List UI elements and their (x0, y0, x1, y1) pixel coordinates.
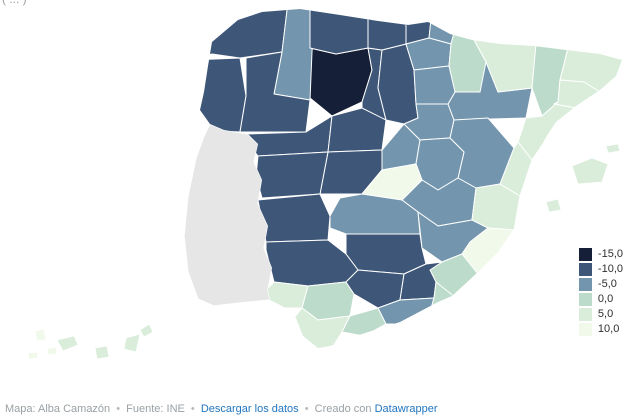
legend-swatch (578, 263, 592, 276)
legend-item: 5,0 (578, 308, 623, 321)
province-caceres[interactable] (257, 193, 331, 243)
province-a-coruna[interactable] (190, 2, 289, 61)
legend-swatch (578, 248, 592, 261)
province-la-rioja[interactable] (413, 65, 456, 105)
download-data-link[interactable]: Descargar los datos (200, 403, 299, 415)
province-cantabria[interactable] (367, 6, 411, 51)
provinces-layer (188, 2, 622, 348)
legend-item: 0,0 (578, 293, 623, 306)
legend-label: 10,0 (597, 323, 620, 335)
province-valladolid[interactable] (327, 107, 387, 153)
legend-label: 5,0 (597, 308, 614, 320)
legend-item: -15,0 (578, 248, 623, 261)
province-el-hierro[interactable] (27, 351, 39, 360)
province-la-gomera[interactable] (46, 346, 58, 356)
separator-dot: • (190, 403, 195, 415)
province-ciudad-real[interactable] (345, 233, 427, 275)
datawrapper-link[interactable]: Datawrapper (374, 403, 438, 415)
legend-label: -10,0 (597, 263, 623, 275)
legend-label: 0,0 (597, 293, 614, 305)
province-madrid[interactable] (361, 163, 423, 201)
legend-label: -5,0 (597, 278, 617, 290)
legend-swatch (578, 308, 592, 321)
province-lanzarote[interactable] (139, 323, 154, 338)
province-menorca[interactable] (605, 143, 621, 154)
separator-dot: • (116, 403, 121, 415)
province-ourense[interactable] (239, 51, 311, 133)
source-credit-text: Fuente: INE (126, 403, 185, 415)
province-ibiza[interactable] (545, 198, 562, 213)
islands-layer (27, 143, 621, 360)
legend-item: 10,0 (578, 323, 623, 336)
map-legend: -15,0 -10,0 -5,0 0,0 5,0 10,0 (578, 248, 623, 338)
province-mallorca[interactable] (571, 157, 609, 185)
province-gran-canaria[interactable] (94, 345, 110, 360)
legend-swatch (578, 323, 592, 336)
province-la-palma[interactable] (34, 328, 47, 342)
province-huelva[interactable] (265, 281, 309, 309)
province-navarra[interactable] (448, 17, 487, 93)
attribution-footer: Mapa: Alba Camazón • Fuente: INE • Desca… (5, 403, 438, 415)
legend-label: -15,0 (597, 248, 623, 260)
province-badajoz[interactable] (265, 239, 359, 287)
clipped-title-text: ( ... ) (2, 0, 27, 6)
province-fuerteventura[interactable] (123, 333, 141, 353)
legend-item: -5,0 (578, 278, 623, 291)
legend-item: -10,0 (578, 263, 623, 276)
created-with-text: Creado con (314, 403, 372, 415)
province-salamanca[interactable] (255, 151, 329, 199)
map-credit-text: Mapa: Alba Camazón (5, 403, 111, 415)
legend-swatch (578, 293, 592, 306)
province-pontevedra[interactable] (188, 57, 247, 133)
legend-swatch (578, 278, 592, 291)
province-alava[interactable] (405, 37, 452, 71)
province-tenerife[interactable] (56, 335, 79, 352)
separator-dot: • (304, 403, 309, 415)
province-asturias[interactable] (309, 4, 373, 55)
